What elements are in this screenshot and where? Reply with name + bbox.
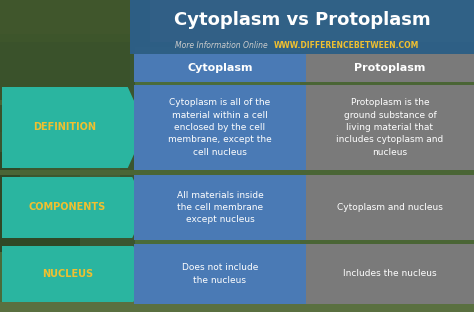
Text: More Information Online: More Information Online	[175, 41, 268, 50]
FancyBboxPatch shape	[0, 42, 135, 252]
Text: Cytoplasm is all of the
material within a cell
enclosed by the cell
membrane, ex: Cytoplasm is all of the material within …	[168, 98, 272, 157]
Polygon shape	[2, 246, 146, 302]
Text: All materials inside
the cell membrane
except nucleus: All materials inside the cell membrane e…	[177, 191, 264, 225]
Text: COMPONENTS: COMPONENTS	[28, 202, 106, 212]
FancyBboxPatch shape	[130, 0, 474, 54]
FancyBboxPatch shape	[306, 175, 474, 240]
FancyBboxPatch shape	[0, 42, 130, 132]
FancyBboxPatch shape	[306, 85, 474, 170]
FancyBboxPatch shape	[0, 100, 474, 105]
FancyBboxPatch shape	[134, 54, 306, 82]
FancyBboxPatch shape	[340, 152, 474, 232]
Text: DEFINITION: DEFINITION	[33, 123, 96, 133]
FancyBboxPatch shape	[0, 0, 474, 34]
FancyBboxPatch shape	[134, 244, 306, 304]
Text: Cytoplasm and nucleus: Cytoplasm and nucleus	[337, 203, 443, 212]
FancyBboxPatch shape	[0, 302, 474, 312]
FancyBboxPatch shape	[300, 42, 474, 252]
FancyBboxPatch shape	[134, 175, 306, 240]
Text: NUCLEUS: NUCLEUS	[42, 269, 93, 279]
FancyBboxPatch shape	[0, 170, 474, 175]
FancyBboxPatch shape	[306, 244, 474, 304]
FancyBboxPatch shape	[0, 0, 200, 47]
Text: Cytoplasm vs Protoplasm: Cytoplasm vs Protoplasm	[173, 11, 430, 29]
Text: Includes the nucleus: Includes the nucleus	[343, 270, 437, 279]
Text: WWW.DIFFERENCEBETWEEN.COM: WWW.DIFFERENCEBETWEEN.COM	[274, 41, 419, 50]
Polygon shape	[2, 87, 146, 168]
FancyBboxPatch shape	[280, 0, 474, 52]
Text: Does not include
the nucleus: Does not include the nucleus	[182, 263, 258, 285]
FancyBboxPatch shape	[150, 0, 300, 42]
Polygon shape	[2, 177, 146, 238]
FancyBboxPatch shape	[306, 54, 474, 82]
FancyBboxPatch shape	[20, 102, 120, 182]
Text: Cytoplasm: Cytoplasm	[187, 63, 253, 73]
FancyBboxPatch shape	[134, 85, 306, 170]
Text: Protoplasm is the
ground substance of
living material that
includes cytoplasm an: Protoplasm is the ground substance of li…	[337, 98, 444, 157]
FancyBboxPatch shape	[0, 152, 80, 252]
Text: Protoplasm: Protoplasm	[354, 63, 426, 73]
